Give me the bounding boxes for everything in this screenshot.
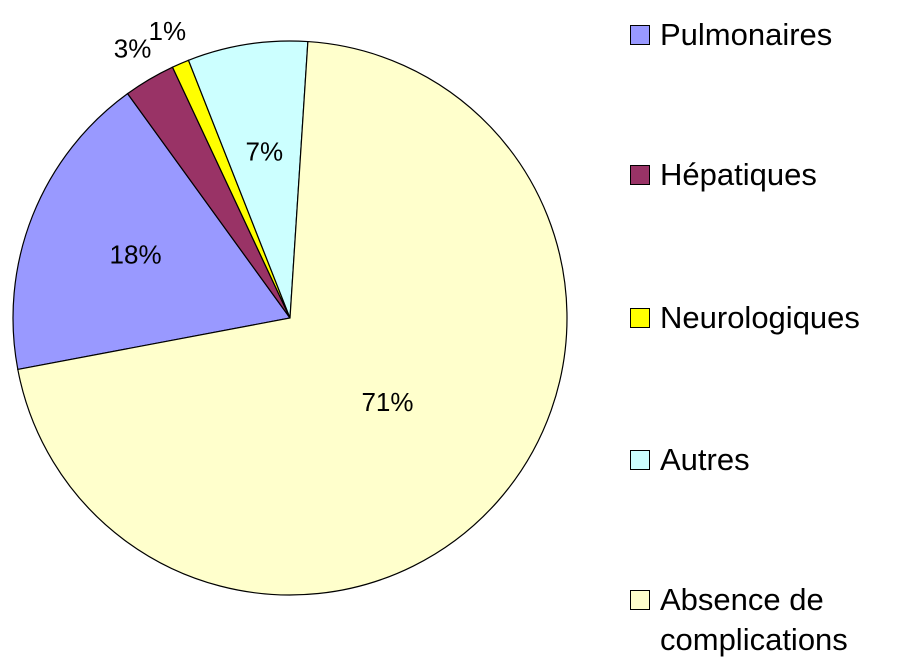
legend-swatch [630,308,650,328]
pie-slice [187,40,309,319]
pie-chart: 18% 3%1% 7% 71% [12,16,568,596]
data-label: 3% [114,34,152,64]
data-label: 71% [361,387,413,417]
legend-label: Autres [660,442,750,477]
legend-swatch [630,590,650,610]
legend-swatch [630,25,650,45]
data-label: 7% [245,137,283,167]
pie-slice [17,40,568,596]
legend-label: Absence de complications [660,582,848,657]
legend-swatch [630,165,650,185]
data-label: 18% [110,239,162,269]
data-label: 1% [148,16,186,46]
legend-label: Neurologiques [660,300,860,335]
legend-label: Pulmonaires [660,17,833,52]
pie-slice [12,92,292,371]
legend-swatch [630,450,650,470]
legend-label: Hépatiques [660,157,817,192]
